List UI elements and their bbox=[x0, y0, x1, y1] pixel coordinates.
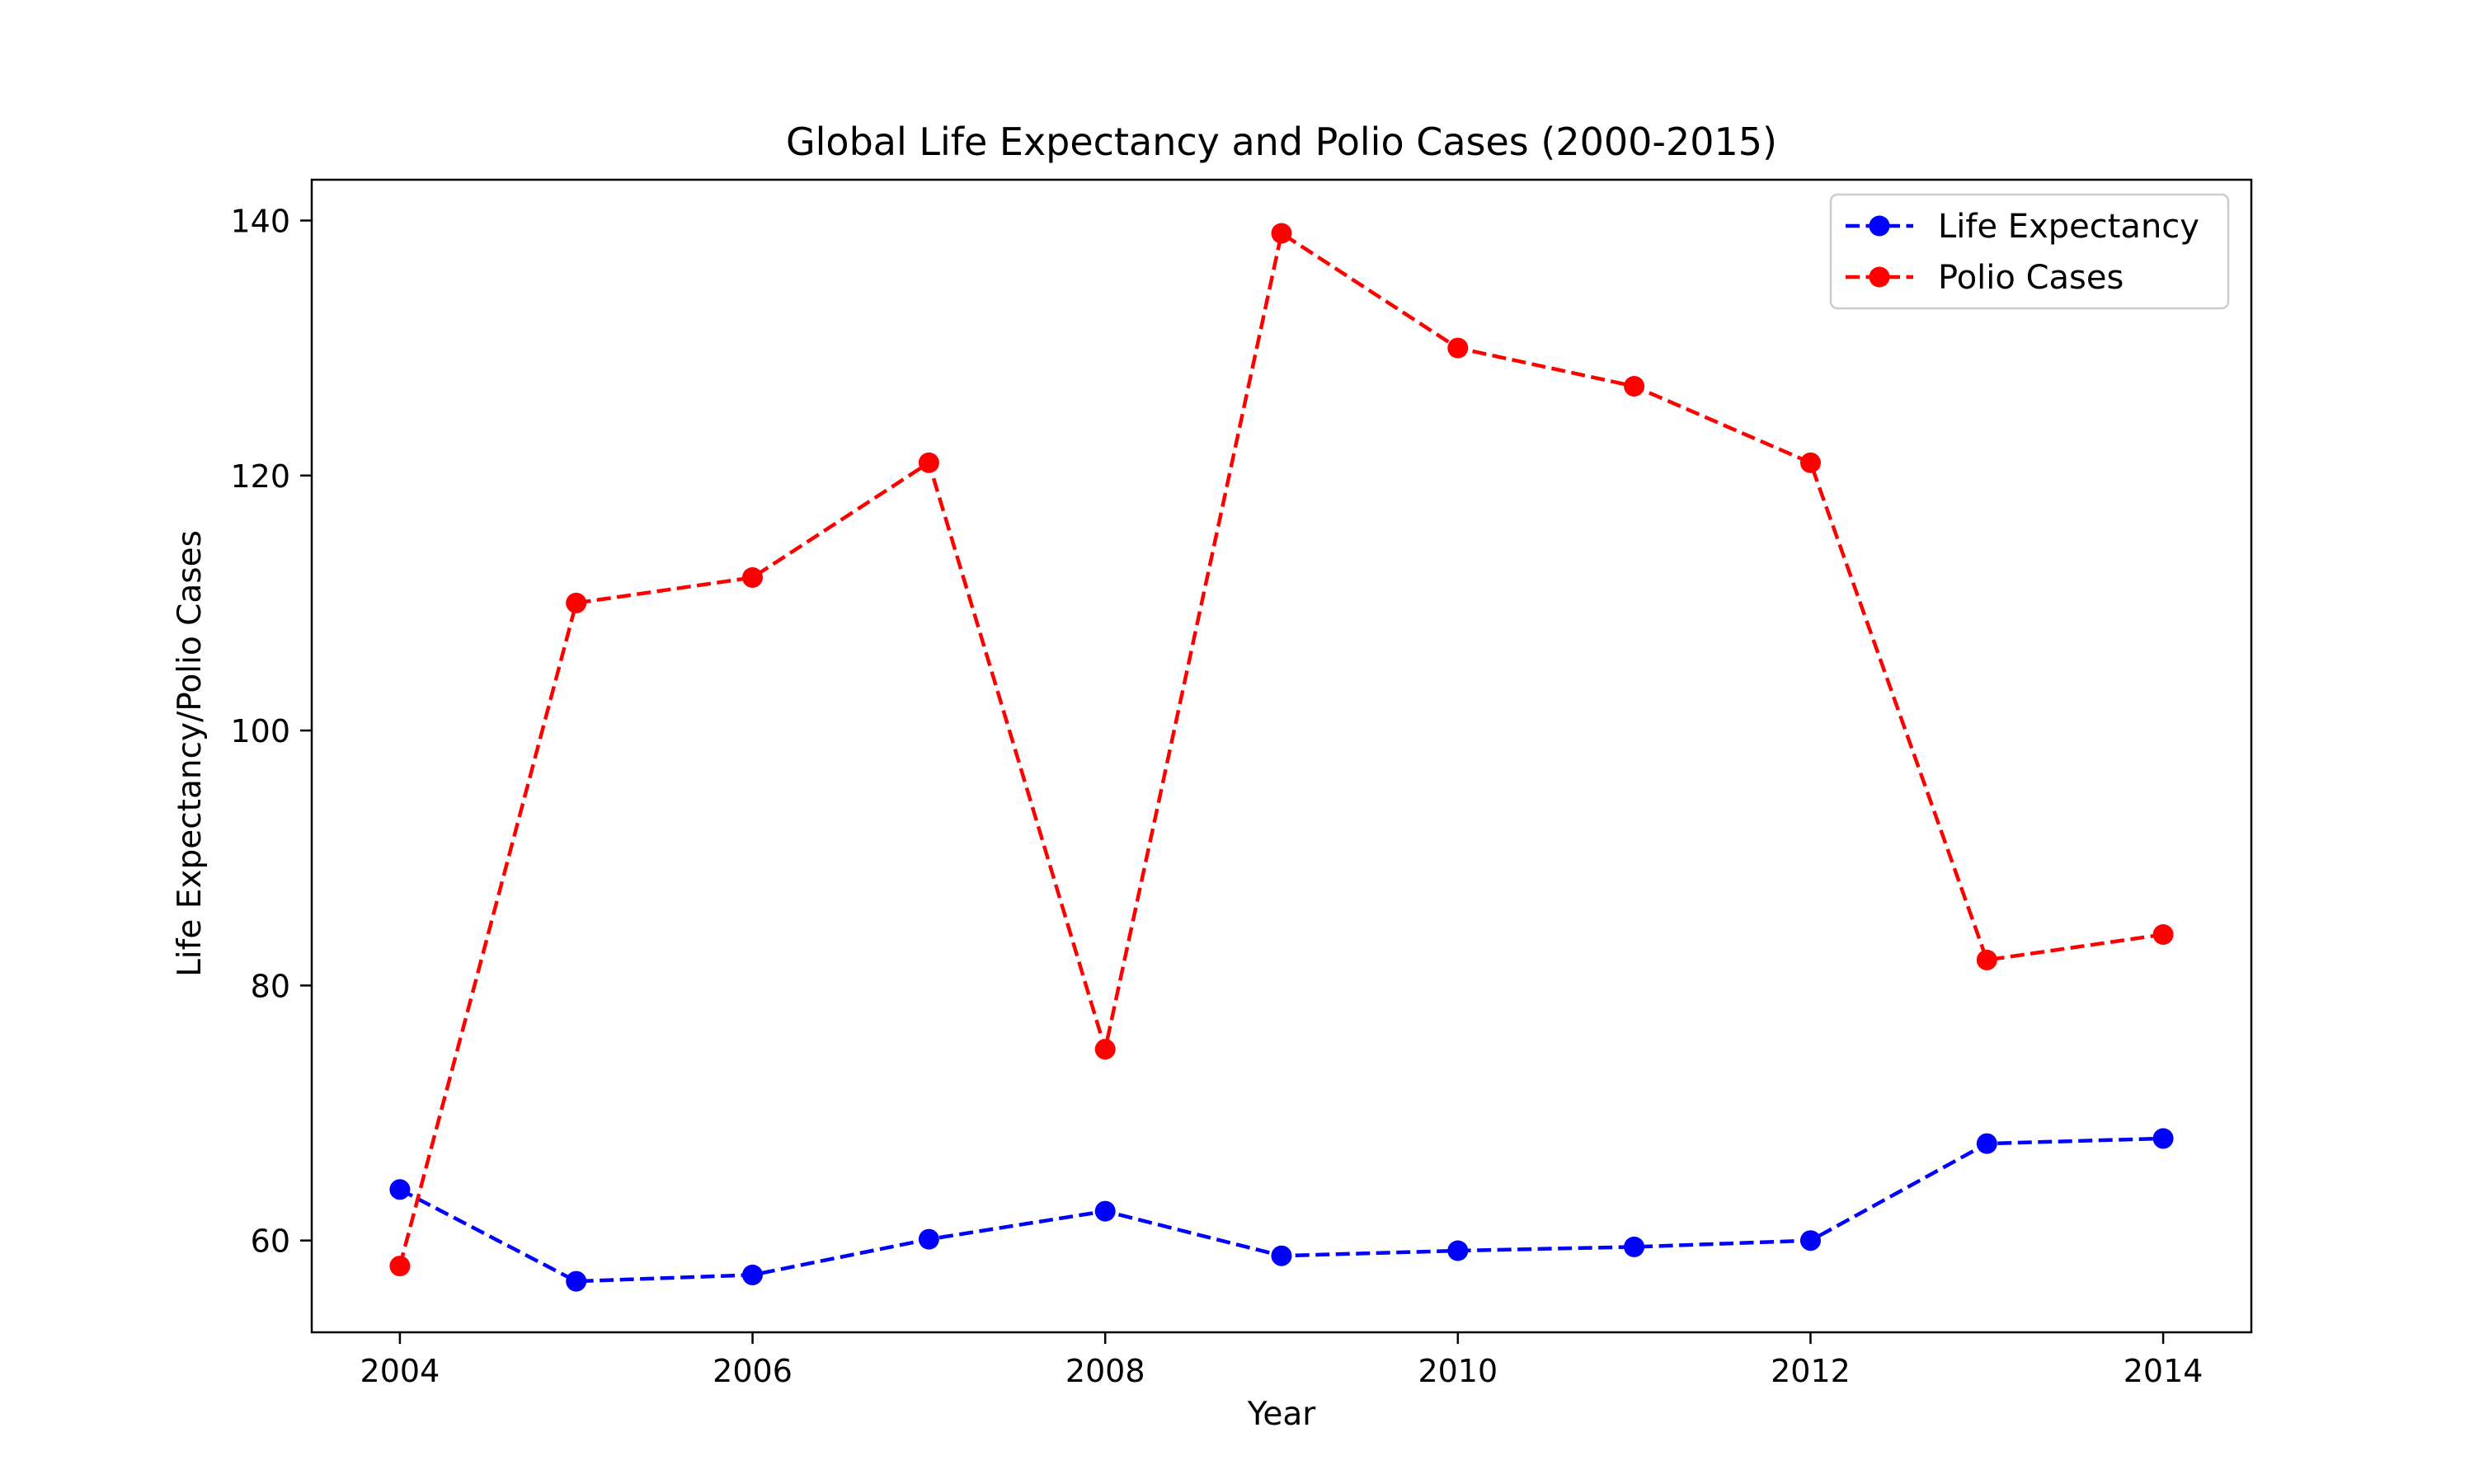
legend-label-life-expectancy: Life Expectancy bbox=[1938, 208, 2199, 246]
x-tick-label: 2004 bbox=[360, 1353, 440, 1389]
data-point-polio-cases bbox=[1624, 376, 1645, 397]
y-tick-label: 140 bbox=[230, 203, 290, 239]
x-tick-label: 2006 bbox=[713, 1353, 793, 1389]
data-point-polio-cases bbox=[1447, 337, 1469, 359]
y-tick-label: 80 bbox=[251, 968, 290, 1004]
data-point-polio-cases bbox=[742, 567, 763, 588]
data-point-polio-cases bbox=[1094, 1039, 1116, 1060]
data-point-polio-cases bbox=[1800, 452, 1821, 473]
y-tick-label: 120 bbox=[230, 458, 290, 495]
data-point-life-expectancy bbox=[2152, 1128, 2174, 1149]
x-tick-label: 2010 bbox=[1418, 1353, 1498, 1389]
x-axis-label: Year bbox=[1247, 1396, 1317, 1433]
data-point-life-expectancy bbox=[918, 1228, 939, 1250]
y-tick-label: 100 bbox=[230, 713, 290, 749]
data-point-polio-cases bbox=[1976, 949, 1997, 970]
data-point-polio-cases bbox=[1271, 223, 1292, 244]
legend-label-polio-cases: Polio Cases bbox=[1938, 259, 2124, 297]
x-tick-label: 2012 bbox=[1771, 1353, 1851, 1389]
data-point-life-expectancy bbox=[389, 1179, 411, 1200]
legend-marker-polio-cases bbox=[1869, 266, 1890, 288]
data-point-life-expectancy bbox=[1624, 1236, 1645, 1257]
data-point-life-expectancy bbox=[1271, 1245, 1292, 1266]
x-tick-label: 2008 bbox=[1065, 1353, 1145, 1389]
data-point-life-expectancy bbox=[1094, 1200, 1116, 1222]
data-point-polio-cases bbox=[566, 592, 587, 613]
data-point-life-expectancy bbox=[1447, 1240, 1469, 1261]
data-point-life-expectancy bbox=[1976, 1133, 1997, 1154]
y-tick-label: 60 bbox=[251, 1223, 290, 1260]
series-line-polio-cases bbox=[397, 231, 2164, 1267]
data-point-life-expectancy bbox=[1800, 1230, 1821, 1252]
legend-marker-life-expectancy bbox=[1869, 215, 1890, 237]
data-point-life-expectancy bbox=[566, 1270, 587, 1292]
data-point-polio-cases bbox=[389, 1256, 411, 1277]
plot-area: 2004 2006 2008 2010 2012 2014 60 80 100 120 140 bbox=[230, 178, 2253, 1389]
legend-frame bbox=[1829, 193, 2230, 310]
axes-frame bbox=[310, 178, 2253, 1334]
legend: Life Expectancy Polio Cases bbox=[1829, 193, 2230, 310]
chart-title: Global Life Expectancy and Polio Cases (… bbox=[786, 120, 1777, 164]
x-tick-label: 2014 bbox=[2124, 1353, 2204, 1389]
y-axis-label: Life Expectancy/Polio Cases bbox=[172, 530, 209, 977]
data-point-polio-cases bbox=[918, 452, 939, 473]
data-point-life-expectancy bbox=[742, 1264, 763, 1285]
data-point-polio-cases bbox=[2152, 924, 2174, 945]
